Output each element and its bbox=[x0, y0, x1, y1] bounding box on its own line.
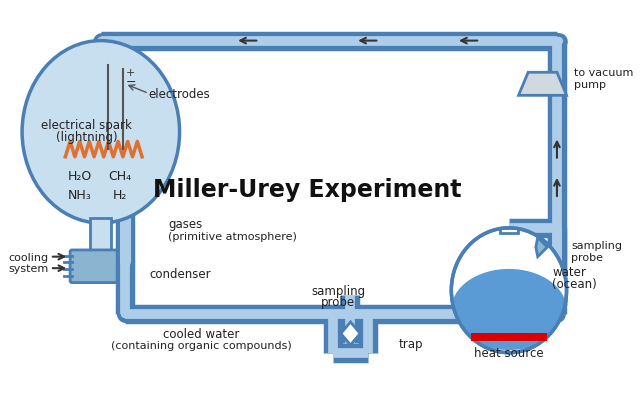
Bar bbox=[90, 219, 111, 262]
Ellipse shape bbox=[451, 269, 566, 350]
Text: sampling: sampling bbox=[311, 284, 365, 297]
Text: pump: pump bbox=[574, 80, 606, 89]
Ellipse shape bbox=[22, 41, 180, 223]
Text: (lightning): (lightning) bbox=[56, 131, 117, 144]
Text: probe: probe bbox=[321, 296, 355, 308]
Text: (containing organic compounds): (containing organic compounds) bbox=[111, 340, 292, 350]
Text: NH₃: NH₃ bbox=[68, 188, 92, 201]
Text: H₂: H₂ bbox=[113, 188, 127, 201]
FancyBboxPatch shape bbox=[70, 250, 117, 283]
Polygon shape bbox=[341, 322, 360, 345]
Text: gases: gases bbox=[168, 217, 202, 230]
Bar bbox=[500, 228, 518, 233]
Text: water: water bbox=[552, 265, 586, 278]
Text: to vacuum: to vacuum bbox=[574, 68, 634, 78]
Text: heat source: heat source bbox=[474, 346, 544, 359]
Text: electrodes: electrodes bbox=[149, 88, 211, 101]
Text: (ocean): (ocean) bbox=[552, 277, 597, 290]
Bar bbox=[470, 334, 547, 341]
Text: cooling: cooling bbox=[9, 252, 49, 262]
Text: Miller-Urey Experiment: Miller-Urey Experiment bbox=[153, 178, 461, 202]
Text: probe: probe bbox=[572, 252, 604, 262]
Text: (primitive atmosphere): (primitive atmosphere) bbox=[168, 231, 297, 241]
Text: −: − bbox=[126, 76, 136, 89]
Polygon shape bbox=[518, 73, 566, 96]
Text: system: system bbox=[9, 263, 49, 273]
Text: electrical spark: electrical spark bbox=[41, 118, 132, 131]
Text: H₂O: H₂O bbox=[68, 169, 92, 182]
Polygon shape bbox=[536, 238, 547, 257]
Text: sampling: sampling bbox=[572, 241, 622, 251]
Text: trap: trap bbox=[399, 337, 423, 350]
Text: cooled water: cooled water bbox=[163, 327, 240, 340]
Text: condenser: condenser bbox=[150, 268, 211, 281]
Text: CH₄: CH₄ bbox=[108, 169, 132, 182]
Text: +: + bbox=[126, 68, 135, 78]
Ellipse shape bbox=[451, 228, 566, 353]
